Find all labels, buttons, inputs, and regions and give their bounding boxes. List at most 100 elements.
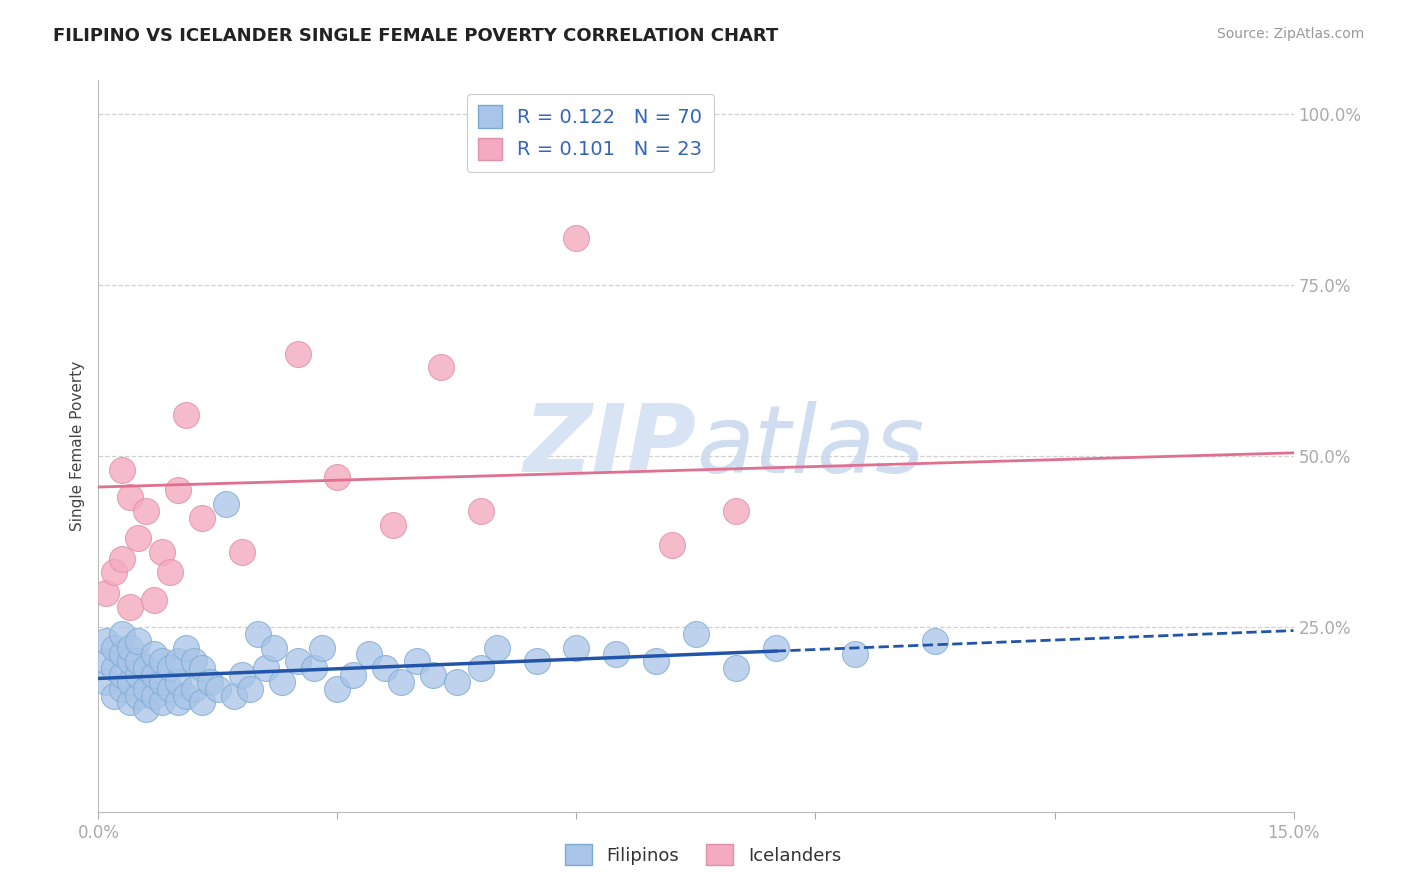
Point [374, 661, 396, 675]
Point [120, 695, 142, 709]
Point [605, 648, 627, 662]
Point [485, 640, 508, 655]
Point [159, 681, 181, 696]
Text: FILIPINO VS ICELANDER SINGLE FEMALE POVERTY CORRELATION CHART: FILIPINO VS ICELANDER SINGLE FEMALE POVE… [53, 27, 779, 45]
Point [143, 689, 166, 703]
Point [645, 654, 668, 668]
Point [246, 627, 269, 641]
Point [120, 599, 142, 614]
Point [103, 640, 125, 655]
Point [661, 538, 683, 552]
Point [127, 654, 149, 668]
Point [287, 347, 309, 361]
Point [120, 654, 142, 668]
Point [183, 681, 205, 696]
Text: Source: ZipAtlas.com: Source: ZipAtlas.com [1216, 27, 1364, 41]
Point [382, 517, 405, 532]
Legend: R = 0.122   N = 70, R = 0.101   N = 23: R = 0.122 N = 70, R = 0.101 N = 23 [467, 94, 714, 171]
Point [191, 510, 214, 524]
Point [150, 695, 173, 709]
Point [135, 681, 157, 696]
Point [96, 633, 118, 648]
Point [239, 681, 262, 696]
Point [287, 654, 309, 668]
Point [103, 566, 125, 580]
Point [135, 504, 157, 518]
Point [111, 648, 134, 662]
Point [174, 409, 197, 423]
Point [150, 654, 173, 668]
Point [191, 661, 214, 675]
Point [111, 681, 134, 696]
Point [446, 674, 468, 689]
Point [198, 674, 221, 689]
Point [263, 640, 285, 655]
Point [103, 689, 125, 703]
Point [359, 648, 381, 662]
Point [150, 545, 173, 559]
Point [159, 566, 181, 580]
Point [135, 661, 157, 675]
Point [342, 668, 364, 682]
Point [135, 702, 157, 716]
Legend: Filipinos, Icelanders: Filipinos, Icelanders [558, 837, 848, 872]
Point [111, 627, 134, 641]
Point [222, 689, 245, 703]
Point [422, 668, 444, 682]
Point [111, 668, 134, 682]
Point [191, 695, 214, 709]
Point [430, 360, 453, 375]
Point [127, 689, 149, 703]
Point [326, 469, 349, 483]
Point [143, 592, 166, 607]
Point [127, 531, 149, 545]
Point [215, 497, 238, 511]
Point [174, 689, 197, 703]
Text: ZIP: ZIP [523, 400, 696, 492]
Point [174, 640, 197, 655]
Point [143, 648, 166, 662]
Point [167, 674, 190, 689]
Point [302, 661, 325, 675]
Point [207, 681, 229, 696]
Point [150, 674, 173, 689]
Point [120, 490, 142, 504]
Point [111, 551, 134, 566]
Y-axis label: Single Female Poverty: Single Female Poverty [69, 361, 84, 531]
Point [685, 627, 707, 641]
Point [231, 668, 253, 682]
Point [96, 674, 118, 689]
Point [167, 654, 190, 668]
Point [470, 661, 492, 675]
Point [231, 545, 253, 559]
Point [406, 654, 429, 668]
Point [844, 648, 866, 662]
Point [127, 633, 149, 648]
Point [159, 661, 181, 675]
Point [111, 463, 134, 477]
Point [96, 586, 118, 600]
Point [565, 230, 588, 244]
Point [167, 483, 190, 498]
Point [724, 504, 747, 518]
Point [526, 654, 548, 668]
Point [724, 661, 747, 675]
Point [765, 640, 787, 655]
Point [96, 654, 118, 668]
Point [924, 633, 946, 648]
Text: atlas: atlas [696, 401, 924, 491]
Point [120, 640, 142, 655]
Point [183, 654, 205, 668]
Point [127, 668, 149, 682]
Point [389, 674, 412, 689]
Point [254, 661, 277, 675]
Point [103, 661, 125, 675]
Point [120, 674, 142, 689]
Point [470, 504, 492, 518]
Point [270, 674, 292, 689]
Point [326, 681, 349, 696]
Point [565, 640, 588, 655]
Point [143, 668, 166, 682]
Point [167, 695, 190, 709]
Point [311, 640, 333, 655]
